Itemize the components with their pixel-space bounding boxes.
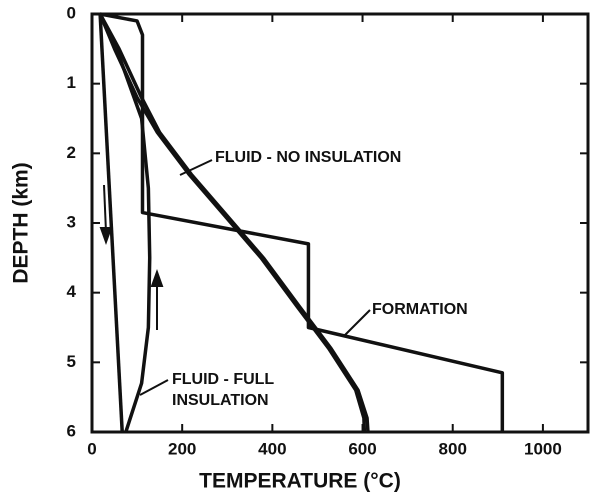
arrows [99,159,371,396]
y-tick-label: 4 [67,282,77,301]
x-axis-title: TEMPERATURE (°C) [199,470,401,493]
x-tick-label: 0 [87,439,96,458]
x-tick-label: 1000 [524,439,562,458]
data-line [98,13,152,433]
y-tick-label: 3 [67,212,76,231]
y-tick-label: 0 [67,3,76,22]
y-tick-label: 6 [67,421,76,440]
x-tick-label: 200 [168,439,196,458]
annotation: FLUID - NO INSULATION [215,149,401,166]
y-tick-label: 2 [67,143,76,162]
plot-frame [90,12,590,434]
annotation: FLUID - FULL [172,371,274,388]
data-line [98,13,367,433]
y-axis-title: DEPTH (km) [10,162,33,283]
x-tick-label: 400 [258,439,286,458]
y-tick-label: 1 [67,73,76,92]
y-tick-label: 5 [67,352,76,371]
x-tick-label: 600 [348,439,376,458]
annotation: INSULATION [172,392,269,409]
x-tick-label: 800 [439,439,467,458]
data-line [98,13,370,433]
data-line [98,13,124,433]
annotation: FORMATION [372,301,468,318]
data-line [99,12,505,432]
